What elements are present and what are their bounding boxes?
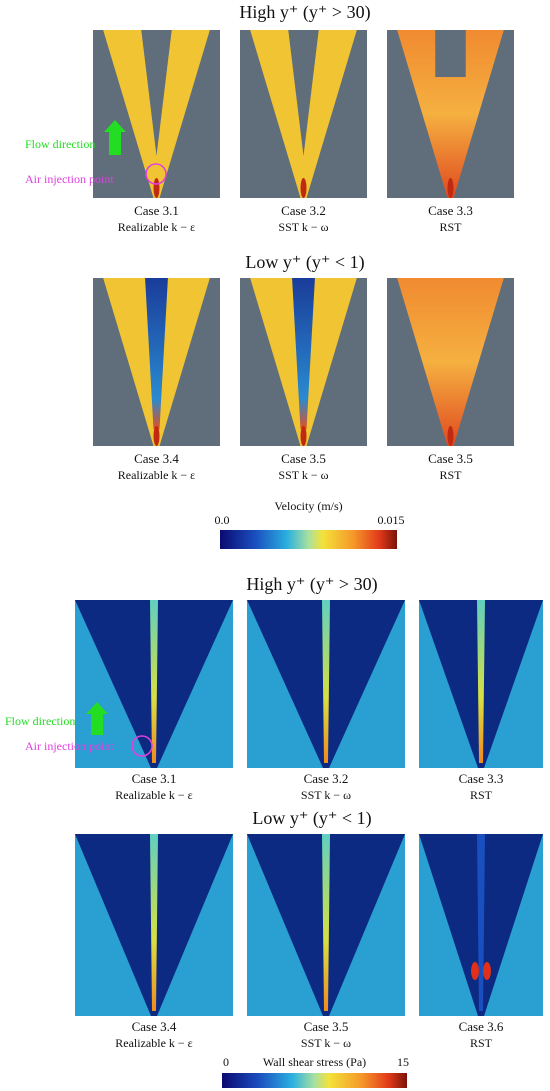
wedge-gap (288, 30, 319, 156)
wedge-gap (435, 30, 466, 78)
injection-point-label: Air injection point (25, 739, 114, 753)
case-name: Case 3.4 (134, 451, 179, 466)
group-heading: High y⁺ (y⁺ > 30) (246, 574, 377, 595)
tip (300, 426, 307, 446)
jet-wedge (397, 278, 504, 446)
colorbar-max: 15 (397, 1055, 409, 1069)
case-model: Realizable k − ε (118, 468, 195, 482)
core-stripe (150, 834, 158, 1011)
case-model: SST k − ω (278, 220, 328, 234)
core-stripe (322, 834, 330, 1011)
case-name: Case 3.1 (134, 203, 179, 218)
case-name: Case 3.1 (132, 771, 177, 786)
colorbar-label: Wall shear stress (Pa) (263, 1055, 366, 1069)
flow-direction-label: Flow direction (5, 714, 75, 728)
injection-point-label: Air injection point (25, 172, 114, 186)
case-model: Realizable k − ε (118, 220, 195, 234)
colorbar (222, 1073, 407, 1088)
colorbar-max: 0.015 (378, 513, 405, 527)
flow-direction-label: Flow direction (25, 137, 95, 151)
tip (300, 178, 307, 198)
case-model: RST (439, 468, 462, 482)
case-model: Realizable k − ε (115, 1036, 192, 1050)
tip (153, 426, 160, 446)
colorbar-label: Velocity (m/s) (274, 499, 342, 513)
group-heading: High y⁺ (y⁺ > 30) (239, 2, 370, 23)
colorbar (220, 530, 397, 549)
tip (447, 426, 454, 446)
tip (153, 178, 160, 198)
injection-circle (145, 163, 167, 185)
core-stripe (477, 834, 485, 1011)
core-stripe (292, 278, 315, 430)
tip (447, 178, 454, 198)
core-stripe (477, 600, 485, 763)
group-heading: Low y⁺ (y⁺ < 1) (245, 252, 364, 273)
group-heading: Low y⁺ (y⁺ < 1) (252, 808, 371, 829)
case-model: SST k − ω (278, 468, 328, 482)
core-stripe (150, 600, 158, 763)
wedge-gap (141, 30, 172, 156)
core-stripe (322, 600, 330, 763)
case-model: RST (439, 220, 462, 234)
flow-arrow (104, 120, 126, 155)
case-name: Case 3.4 (132, 1019, 177, 1034)
jet-wedge (397, 30, 504, 198)
injection-circle (131, 735, 153, 757)
hot-spot (471, 962, 479, 980)
case-name: Case 3.5 (304, 1019, 349, 1034)
case-name: Case 3.5 (281, 451, 326, 466)
case-name: Case 3.5 (428, 451, 473, 466)
colorbar-min: 0 (223, 1055, 229, 1069)
core-stripe (145, 278, 168, 430)
case-name: Case 3.3 (459, 771, 504, 786)
case-name: Case 3.3 (428, 203, 473, 218)
hot-spot (483, 962, 491, 980)
case-model: RST (470, 788, 493, 802)
case-model: SST k − ω (301, 1036, 351, 1050)
case-model: RST (470, 1036, 493, 1050)
case-model: Realizable k − ε (115, 788, 192, 802)
case-model: SST k − ω (301, 788, 351, 802)
flow-arrow (86, 702, 108, 735)
colorbar-min: 0.0 (215, 513, 230, 527)
case-name: Case 3.6 (459, 1019, 504, 1034)
case-name: Case 3.2 (281, 203, 326, 218)
case-name: Case 3.2 (304, 771, 349, 786)
